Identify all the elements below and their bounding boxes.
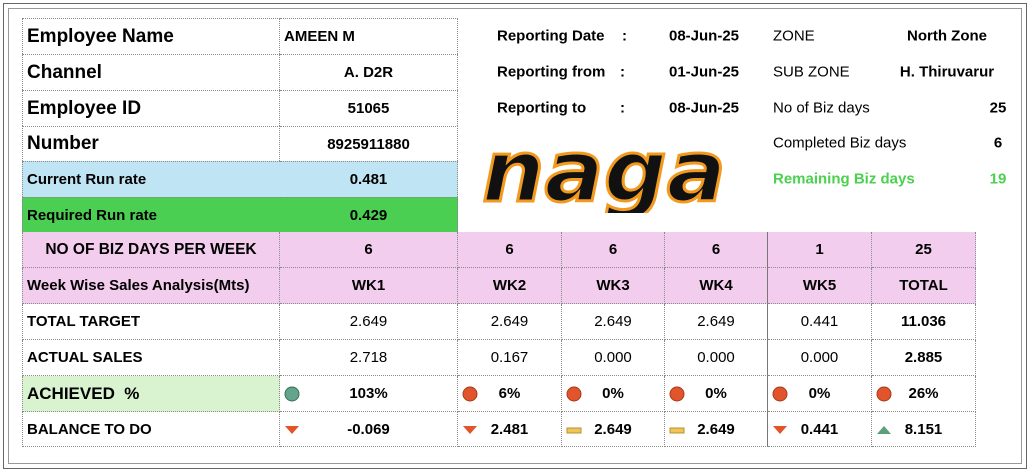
employee-label: Employee ID: [22, 90, 280, 126]
cell-value: 2.718: [280, 340, 458, 376]
cell-value: 25: [872, 232, 976, 268]
status-icon: [877, 426, 891, 434]
status-icon: [772, 386, 788, 402]
cell-value: 103%: [280, 376, 458, 412]
zone-value: 25: [989, 99, 1007, 117]
cell-value: 0.441: [768, 412, 872, 447]
cell-value: 2.649: [562, 304, 665, 340]
employee-label: Required Run rate: [22, 197, 280, 232]
cell-value: 2.649: [665, 304, 768, 340]
cell-value: 0%: [562, 376, 665, 412]
cell-value: 2.481: [458, 412, 562, 447]
zone-value: North Zone: [907, 27, 987, 45]
cell-value: 6: [562, 232, 665, 268]
cell-value: WK1: [280, 268, 458, 304]
employee-label: Number: [22, 126, 280, 161]
cell-value: 0.000: [768, 340, 872, 376]
zone-label: Remaining Biz days: [773, 170, 915, 188]
reporting-label: Reporting to: [497, 99, 587, 117]
logo-text: naga: [482, 135, 726, 213]
zone-label: No of Biz days: [773, 99, 870, 117]
cell-value: WK3: [562, 268, 665, 304]
cell-value: 11.036: [872, 304, 976, 340]
status-icon: [566, 427, 582, 434]
zone-label: ZONE: [773, 27, 815, 45]
reporting-date: 08-Jun-25: [669, 99, 740, 117]
employee-value: 8925911880: [280, 126, 458, 161]
cell-value: WK2: [458, 268, 562, 304]
inner-frame: [8, 8, 1022, 464]
cell-value: 2.885: [872, 340, 976, 376]
employee-label: Employee Name: [22, 18, 280, 54]
row-label: NO OF BIZ DAYS PER WEEK: [22, 232, 280, 268]
reporting-colon: :: [620, 99, 625, 117]
reporting-colon: :: [622, 27, 627, 45]
cell-value: 1: [768, 232, 872, 268]
zone-label: Completed Biz days: [773, 134, 907, 152]
zone-value: H. Thiruvarur: [899, 63, 995, 81]
outer-frame: [3, 3, 1027, 469]
cell-value: 0.167: [458, 340, 562, 376]
status-icon: [285, 426, 299, 434]
cell-value: 0.441: [768, 304, 872, 340]
status-icon: [669, 386, 685, 402]
employee-value: 0.429: [280, 197, 458, 232]
employee-label: Channel: [22, 54, 280, 90]
status-icon: [566, 386, 582, 402]
cell-value: 2.649: [458, 304, 562, 340]
reporting-colon: :: [620, 63, 625, 81]
zone-value: 19: [989, 170, 1007, 188]
row-label: Week Wise Sales Analysis(Mts): [22, 268, 280, 304]
cell-value: 26%: [872, 376, 976, 412]
employee-value: AMEEN M: [280, 18, 458, 54]
status-icon: [462, 386, 478, 402]
cell-value: 0%: [768, 376, 872, 412]
logo: naga: [481, 135, 728, 213]
zone-value: 6: [993, 134, 1003, 152]
status-icon: [284, 386, 300, 402]
status-icon: [669, 427, 685, 434]
row-label: ACTUAL SALES: [22, 340, 280, 376]
cell-value: 6: [458, 232, 562, 268]
row-label: BALANCE TO DO: [22, 412, 280, 447]
row-label: TOTAL TARGET: [22, 304, 280, 340]
cell-value: -0.069: [280, 412, 458, 447]
cell-value: WK4: [665, 268, 768, 304]
employee-value: A. D2R: [280, 54, 458, 90]
employee-value: 0.481: [280, 161, 458, 197]
status-icon: [773, 426, 787, 434]
employee-label: Current Run rate: [22, 161, 280, 197]
zone-label: SUB ZONE: [773, 63, 850, 81]
cell-value: WK5: [768, 268, 872, 304]
reporting-label: Reporting from: [497, 63, 606, 81]
cell-value: 6: [665, 232, 768, 268]
cell-value: 2.649: [665, 412, 768, 447]
cell-value: 8.151: [872, 412, 976, 447]
reporting-label: Reporting Date: [497, 27, 605, 45]
cell-value: TOTAL: [872, 268, 976, 304]
cell-value: 2.649: [562, 412, 665, 447]
employee-value: 51065: [280, 90, 458, 126]
cell-value: 0.000: [562, 340, 665, 376]
reporting-date: 01-Jun-25: [669, 63, 740, 81]
cell-value: 0.000: [665, 340, 768, 376]
cell-value: 6%: [458, 376, 562, 412]
reporting-date: 08-Jun-25: [669, 27, 740, 45]
status-icon: [876, 386, 892, 402]
status-icon: [463, 426, 477, 434]
cell-value: 2.649: [280, 304, 458, 340]
cell-value: 6: [280, 232, 458, 268]
cell-value: 0%: [665, 376, 768, 412]
row-label: ACHIEVED %: [22, 376, 280, 412]
